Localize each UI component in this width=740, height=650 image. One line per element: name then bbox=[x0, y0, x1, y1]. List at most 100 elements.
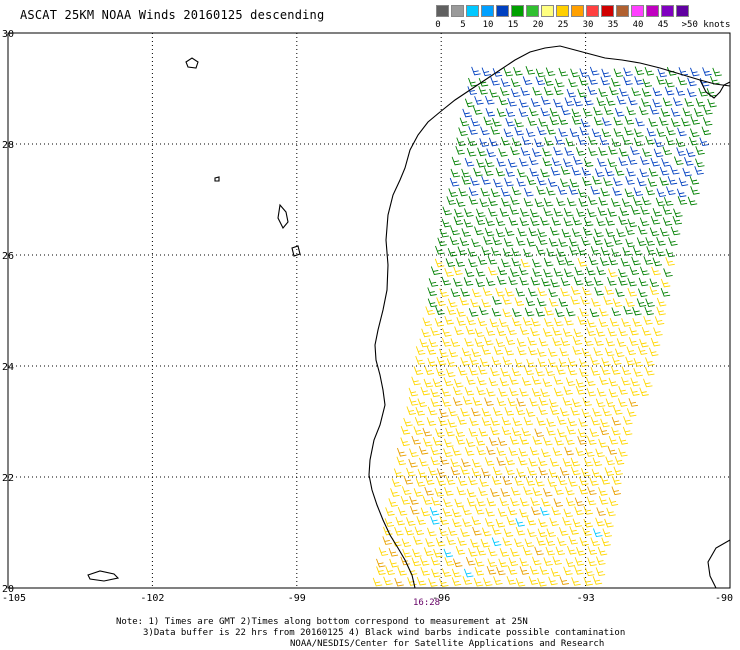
wind-barb bbox=[507, 506, 518, 516]
wind-barb bbox=[385, 507, 395, 516]
wind-barb bbox=[527, 117, 537, 126]
wind-barb bbox=[594, 337, 604, 346]
wind-barb bbox=[425, 538, 435, 547]
wind-barb bbox=[676, 147, 686, 156]
wind-barb bbox=[569, 178, 580, 188]
wind-barb bbox=[508, 276, 518, 286]
wind-barb bbox=[509, 387, 519, 396]
wind-barb bbox=[472, 458, 482, 468]
wind-barb bbox=[586, 318, 597, 328]
wind-barb bbox=[464, 208, 474, 217]
wind-barb bbox=[601, 68, 611, 78]
wind-barb bbox=[592, 457, 603, 467]
wind-barbs bbox=[372, 66, 722, 587]
wind-barb bbox=[618, 157, 628, 166]
wind-barb bbox=[529, 397, 539, 407]
wind-barb bbox=[418, 457, 429, 467]
legend-label: >50 knots bbox=[681, 20, 731, 30]
wind-barb bbox=[461, 458, 471, 467]
wind-barb bbox=[438, 527, 449, 537]
wind-barb bbox=[497, 508, 508, 517]
wind-barb bbox=[534, 428, 544, 438]
wind-barb bbox=[484, 457, 495, 466]
wind-barb bbox=[458, 127, 468, 136]
wind-barb bbox=[648, 167, 659, 177]
wind-barb bbox=[454, 326, 464, 335]
wind-barb bbox=[599, 426, 609, 436]
wind-barb bbox=[546, 528, 556, 538]
wind-barb bbox=[518, 266, 529, 276]
wind-barb bbox=[486, 387, 496, 397]
wind-barb bbox=[623, 76, 633, 86]
wind-barb bbox=[662, 206, 673, 215]
wind-barb bbox=[520, 87, 530, 96]
wind-barb bbox=[616, 338, 627, 347]
wind-barb bbox=[611, 486, 621, 496]
wind-barb bbox=[524, 187, 534, 197]
wind-barb bbox=[650, 157, 660, 167]
wind-barb bbox=[458, 187, 468, 197]
wind-barb bbox=[424, 486, 434, 496]
wind-barb bbox=[516, 468, 526, 477]
wind-barb bbox=[509, 375, 519, 385]
wind-barb bbox=[632, 246, 643, 256]
wind-barb bbox=[441, 568, 452, 577]
wind-barb bbox=[553, 98, 563, 108]
wind-barb bbox=[665, 248, 676, 258]
wind-barb bbox=[430, 515, 440, 525]
wind-barb bbox=[666, 126, 676, 136]
wind-barb bbox=[594, 228, 604, 238]
wind-barb bbox=[455, 428, 465, 437]
wind-barb bbox=[612, 236, 623, 245]
wind-barb bbox=[657, 68, 667, 78]
wind-barb bbox=[451, 508, 462, 518]
gulf-coastline bbox=[368, 45, 731, 589]
legend-label: 5 bbox=[460, 20, 466, 30]
wind-barb bbox=[451, 156, 462, 166]
wind-barb bbox=[619, 87, 629, 97]
wind-barb bbox=[527, 346, 538, 356]
wind-barb bbox=[605, 456, 615, 466]
wind-barb bbox=[639, 266, 650, 276]
wind-barb bbox=[401, 538, 412, 548]
wind-barb bbox=[485, 107, 496, 117]
wind-barb bbox=[509, 435, 520, 445]
wind-barb bbox=[505, 117, 515, 127]
wind-barb bbox=[468, 547, 478, 557]
wind-barb bbox=[442, 206, 452, 216]
wind-barb bbox=[415, 355, 425, 365]
wind-barb bbox=[547, 358, 558, 368]
wind-barb bbox=[555, 546, 566, 556]
wind-barb bbox=[649, 227, 660, 237]
wind-barb bbox=[485, 327, 496, 336]
wind-barb bbox=[579, 307, 589, 317]
wind-barb bbox=[474, 505, 485, 515]
wind-barb bbox=[461, 228, 471, 237]
wind-barb bbox=[531, 375, 542, 385]
wind-barb bbox=[430, 266, 441, 275]
wind-barb bbox=[537, 126, 547, 136]
legend-swatch bbox=[646, 5, 659, 17]
wind-barb bbox=[466, 497, 477, 507]
wind-barb bbox=[524, 538, 535, 548]
wind-barb bbox=[485, 277, 496, 286]
wind-barb bbox=[500, 136, 511, 146]
wind-barb bbox=[407, 577, 417, 586]
wind-barb bbox=[499, 87, 510, 96]
wind-barb bbox=[558, 527, 569, 536]
wind-barb bbox=[568, 535, 578, 545]
wind-barb bbox=[525, 408, 536, 417]
wind-barb bbox=[469, 417, 479, 426]
wind-barb bbox=[676, 188, 687, 198]
wind-barb bbox=[535, 307, 545, 317]
wind-barb bbox=[564, 316, 574, 326]
wind-barb bbox=[424, 366, 435, 375]
wind-barb bbox=[510, 146, 520, 156]
wind-barb bbox=[568, 78, 578, 88]
wind-barb bbox=[572, 398, 582, 408]
wind-barb bbox=[659, 227, 670, 237]
axis-ticks: -105 -102 -99 -96 -93 -90 20 22 24 26 28 30 bbox=[2, 29, 733, 604]
wind-barb bbox=[563, 217, 573, 227]
wind-barb bbox=[551, 216, 562, 226]
